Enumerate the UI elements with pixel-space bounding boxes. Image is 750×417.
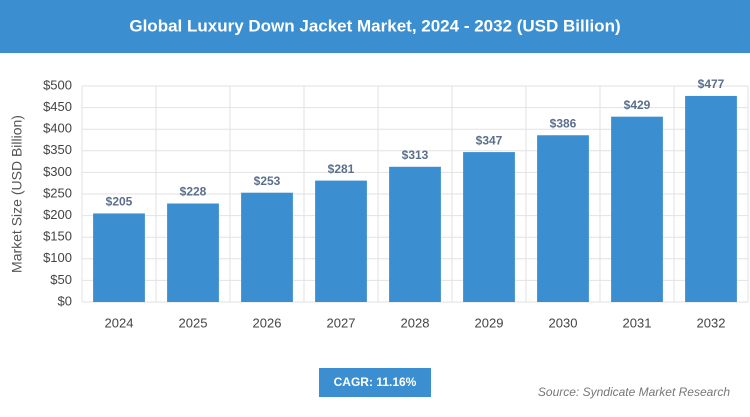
- y-axis-label: Market Size (USD Billion): [9, 115, 25, 273]
- source-note: Source: Syndicate Market Research: [538, 385, 730, 399]
- bar: [463, 152, 515, 302]
- cagr-box: [319, 368, 431, 397]
- x-tick-label: 2031: [623, 315, 652, 330]
- y-tick-label: $150: [43, 229, 72, 244]
- title-banner: [0, 0, 750, 53]
- x-tick-label: 2029: [475, 315, 504, 330]
- value-label: $313: [402, 148, 429, 162]
- bar: [167, 203, 219, 302]
- y-tick-label: $450: [43, 99, 72, 114]
- bar: [611, 116, 663, 302]
- x-tick-label: 2024: [105, 315, 134, 330]
- y-tick-label: $500: [43, 77, 72, 92]
- bar: [389, 166, 441, 302]
- y-tick-label: $250: [43, 185, 72, 200]
- value-label: $281: [328, 162, 355, 176]
- bar: [93, 213, 145, 302]
- y-tick-label: $50: [50, 272, 72, 287]
- value-label: $429: [624, 98, 651, 112]
- x-tick-label: 2026: [253, 315, 282, 330]
- bar: [537, 135, 589, 302]
- x-tick-label: 2025: [179, 315, 208, 330]
- value-label: $386: [550, 116, 577, 130]
- bar: [315, 180, 367, 302]
- y-tick-label: $350: [43, 142, 72, 157]
- x-tick-label: 2030: [549, 315, 578, 330]
- y-tick-label: $100: [43, 250, 72, 265]
- y-tick-label: $400: [43, 121, 72, 136]
- value-label: $477: [698, 77, 725, 91]
- chart-title: Global Luxury Down Jacket Market, 2024 -…: [129, 16, 620, 35]
- x-tick-label: 2032: [697, 315, 726, 330]
- y-tick-label: $0: [58, 293, 72, 308]
- value-label: $347: [476, 133, 503, 147]
- bar: [685, 95, 737, 302]
- x-tick-label: 2027: [327, 315, 356, 330]
- x-tick-label: 2028: [401, 315, 430, 330]
- value-label: $228: [180, 185, 207, 199]
- y-tick-label: $200: [43, 207, 72, 222]
- cagr-annotation: CAGR: 11.16%: [334, 375, 417, 389]
- value-label: $253: [254, 174, 281, 188]
- bar: [241, 192, 293, 302]
- value-label: $205: [106, 195, 133, 209]
- y-tick-label: $300: [43, 164, 72, 179]
